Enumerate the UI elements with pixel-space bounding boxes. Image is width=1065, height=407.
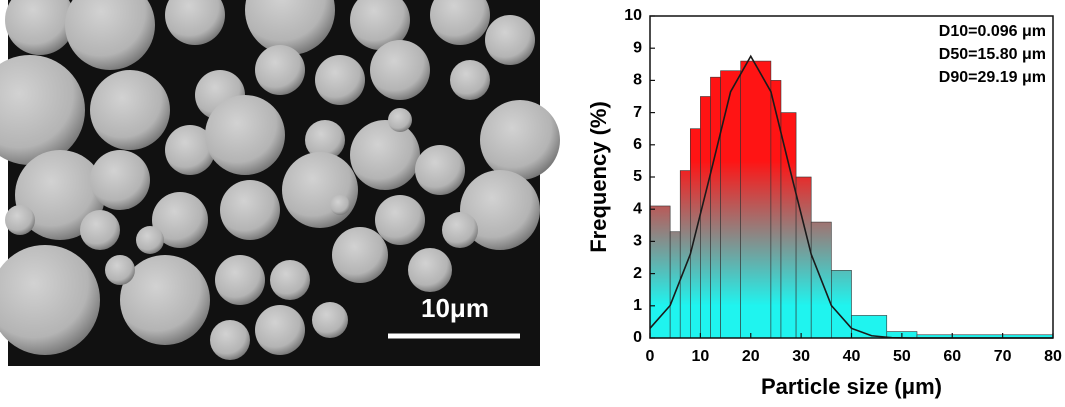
x-tick-label: 0 [646, 348, 655, 365]
x-tick-label: 80 [1044, 348, 1062, 365]
histogram-bar [741, 61, 771, 338]
y-tick-label: 1 [633, 297, 642, 314]
y-tick-label: 0 [633, 329, 642, 346]
sphere [210, 320, 250, 360]
x-tick-label: 70 [994, 348, 1012, 365]
x-tick-label: 10 [691, 348, 709, 365]
histogram-bar [781, 113, 796, 338]
sphere [350, 120, 420, 190]
annotation: D90=29.19 μm [939, 69, 1046, 86]
y-tick-label: 7 [633, 104, 642, 121]
x-tick-label: 20 [742, 348, 760, 365]
sphere [388, 108, 412, 132]
sphere [415, 145, 465, 195]
histogram-bar [710, 77, 720, 338]
sphere [450, 60, 490, 100]
histogram-bar [771, 80, 781, 338]
histogram-bar [721, 71, 741, 338]
sphere [215, 255, 265, 305]
figure: 10μm 0 10 20 30 40 50 60 70 80 0 1 2 3 4 5 6 7 8 9 10 Partic… [0, 0, 1065, 402]
y-tick-label: 3 [633, 233, 642, 250]
sphere [220, 180, 280, 240]
x-tick-label: 60 [943, 348, 961, 365]
y-tick-label: 9 [633, 39, 642, 56]
sphere [332, 227, 388, 283]
sphere [442, 212, 478, 248]
x-tick-label: 50 [893, 348, 911, 365]
sphere [205, 95, 285, 175]
sphere [136, 226, 164, 254]
x-tick-label: 40 [843, 348, 861, 365]
sphere [312, 302, 348, 338]
histogram-bar [650, 206, 670, 338]
sphere [480, 100, 560, 180]
x-tick-label: 30 [792, 348, 810, 365]
sphere [282, 152, 358, 228]
sphere [485, 15, 535, 65]
scale-bar-label: 10μm [421, 293, 489, 323]
sphere [255, 305, 305, 355]
sphere [408, 248, 452, 292]
y-tick-label: 5 [633, 168, 642, 185]
sphere [90, 70, 170, 150]
histogram-bar [680, 171, 690, 338]
annotation: D50=15.80 μm [939, 46, 1046, 63]
sphere [5, 205, 35, 235]
sphere [330, 195, 350, 215]
y-axis-label: Frequency (%) [586, 101, 611, 253]
sphere [270, 260, 310, 300]
annotation: D10=0.096 μm [939, 23, 1046, 40]
y-tick-label: 6 [633, 136, 642, 153]
y-tick-label: 8 [633, 72, 642, 89]
sphere [105, 255, 135, 285]
x-axis-label: Particle size (μm) [761, 374, 942, 399]
y-tick-label: 10 [624, 7, 642, 24]
sphere [315, 55, 365, 105]
sphere [80, 210, 120, 250]
histogram-bar [831, 270, 851, 338]
y-tick-label: 4 [633, 200, 642, 217]
sphere [255, 45, 305, 95]
sphere [375, 195, 425, 245]
sphere [90, 150, 150, 210]
histogram-bar [700, 97, 710, 339]
sphere [370, 40, 430, 100]
y-tick-label: 2 [633, 265, 642, 282]
